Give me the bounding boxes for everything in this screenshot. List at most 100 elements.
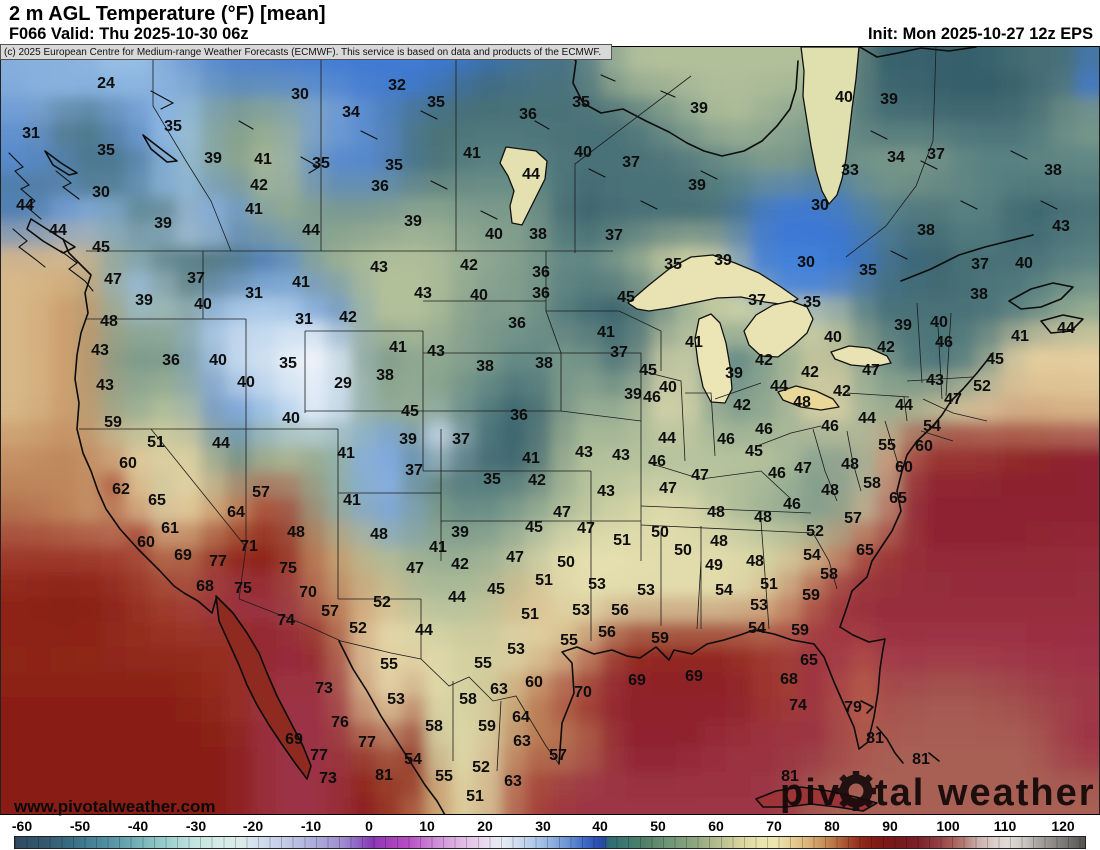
svg-text:35: 35 [385, 157, 403, 174]
svg-text:41: 41 [597, 324, 615, 341]
svg-text:52: 52 [806, 523, 824, 540]
svg-text:55: 55 [878, 437, 896, 454]
svg-text:48: 48 [821, 482, 839, 499]
svg-text:59: 59 [791, 622, 809, 639]
svg-text:38: 38 [535, 355, 553, 372]
svg-text:42: 42 [528, 472, 546, 489]
svg-text:40: 40 [209, 352, 227, 369]
svg-text:70: 70 [574, 684, 592, 701]
svg-text:45: 45 [487, 581, 505, 598]
svg-text:38: 38 [376, 367, 394, 384]
svg-text:50: 50 [557, 554, 575, 571]
svg-text:74: 74 [277, 612, 295, 629]
svg-text:39: 39 [725, 365, 743, 382]
svg-text:73: 73 [315, 680, 333, 697]
svg-text:36: 36 [532, 285, 550, 302]
svg-text:39: 39 [624, 386, 642, 403]
svg-text:46: 46 [643, 389, 661, 406]
svg-text:59: 59 [802, 587, 820, 604]
svg-text:42: 42 [801, 364, 819, 381]
svg-text:59: 59 [478, 718, 496, 735]
svg-text:42: 42 [339, 309, 357, 326]
svg-text:75: 75 [279, 560, 297, 577]
svg-text:54: 54 [748, 620, 766, 637]
svg-text:29: 29 [334, 375, 352, 392]
svg-text:35: 35 [279, 355, 297, 372]
svg-text:31: 31 [245, 285, 263, 302]
svg-text:55: 55 [435, 768, 453, 785]
svg-text:54: 54 [803, 547, 821, 564]
svg-text:36: 36 [532, 264, 550, 281]
svg-text:48: 48 [710, 533, 728, 550]
svg-text:64: 64 [512, 709, 530, 726]
svg-text:30: 30 [291, 86, 309, 103]
svg-text:51: 51 [521, 606, 539, 623]
svg-text:43: 43 [612, 447, 630, 464]
svg-text:piv: piv [780, 772, 841, 814]
svg-text:43: 43 [1052, 218, 1070, 235]
svg-text:36: 36 [508, 315, 526, 332]
svg-text:44: 44 [16, 197, 34, 214]
svg-text:36: 36 [371, 178, 389, 195]
svg-text:44: 44 [770, 378, 788, 395]
svg-text:69: 69 [628, 672, 646, 689]
svg-text:40: 40 [574, 144, 592, 161]
svg-text:40: 40 [194, 296, 212, 313]
svg-text:40: 40 [1015, 255, 1033, 272]
svg-text:48: 48 [100, 313, 118, 330]
svg-text:57: 57 [549, 747, 567, 764]
svg-text:50: 50 [674, 542, 692, 559]
svg-text:37: 37 [748, 292, 766, 309]
svg-text:39: 39 [894, 317, 912, 334]
svg-text:41: 41 [389, 339, 407, 356]
svg-text:44: 44 [448, 589, 466, 606]
svg-text:46: 46 [755, 421, 773, 438]
svg-text:39: 39 [404, 213, 422, 230]
svg-text:38: 38 [1044, 162, 1062, 179]
svg-text:42: 42 [250, 177, 268, 194]
svg-text:44: 44 [1057, 320, 1075, 337]
svg-text:47: 47 [406, 560, 424, 577]
svg-text:41: 41 [292, 274, 310, 291]
svg-text:53: 53 [588, 576, 606, 593]
svg-text:53: 53 [387, 691, 405, 708]
svg-text:40: 40 [485, 226, 503, 243]
svg-text:47: 47 [506, 549, 524, 566]
svg-text:48: 48 [370, 526, 388, 543]
svg-text:36: 36 [162, 352, 180, 369]
svg-text:35: 35 [427, 94, 445, 111]
svg-text:54: 54 [404, 751, 422, 768]
svg-text:38: 38 [917, 222, 935, 239]
svg-text:56: 56 [598, 624, 616, 641]
svg-text:60: 60 [137, 534, 155, 551]
svg-text:45: 45 [525, 519, 543, 536]
svg-text:35: 35 [859, 262, 877, 279]
svg-text:37: 37 [927, 146, 945, 163]
svg-text:24: 24 [97, 75, 115, 92]
svg-text:47: 47 [691, 467, 709, 484]
svg-text:44: 44 [49, 222, 67, 239]
svg-text:51: 51 [147, 434, 165, 451]
svg-text:40: 40 [282, 410, 300, 427]
svg-text:60: 60 [119, 455, 137, 472]
svg-text:69: 69 [285, 731, 303, 748]
svg-text:61: 61 [161, 520, 179, 537]
svg-text:39: 39 [399, 431, 417, 448]
svg-text:38: 38 [529, 226, 547, 243]
svg-text:60: 60 [915, 438, 933, 455]
svg-text:37: 37 [610, 344, 628, 361]
svg-text:39: 39 [690, 100, 708, 117]
svg-text:37: 37 [187, 270, 205, 287]
svg-text:44: 44 [415, 622, 433, 639]
svg-text:45: 45 [92, 239, 110, 256]
svg-text:37: 37 [452, 431, 470, 448]
svg-text:45: 45 [617, 289, 635, 306]
svg-text:47: 47 [862, 362, 880, 379]
svg-text:31: 31 [295, 311, 313, 328]
svg-text:32: 32 [388, 77, 406, 94]
svg-text:53: 53 [637, 582, 655, 599]
svg-text:30: 30 [92, 184, 110, 201]
svg-text:63: 63 [490, 681, 508, 698]
svg-text:70: 70 [299, 584, 317, 601]
svg-text:36: 36 [519, 106, 537, 123]
